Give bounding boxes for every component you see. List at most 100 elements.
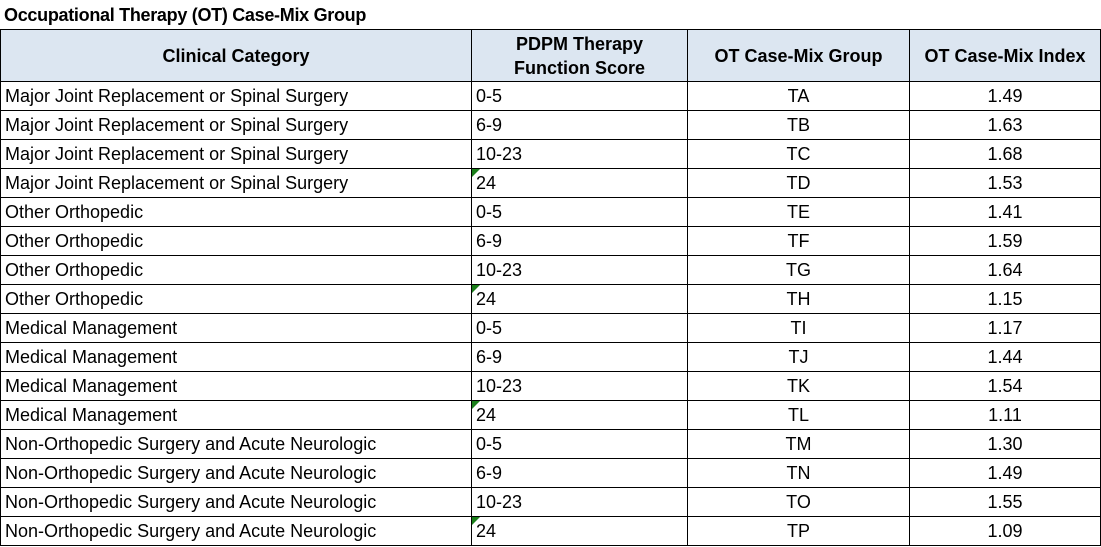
cell-clinical-category[interactable]: Non-Orthopedic Surgery and Acute Neurolo… <box>0 487 472 517</box>
cell-clinical-category[interactable]: Medical Management <box>0 371 472 401</box>
cell-therapy-function-score[interactable]: 24 <box>471 168 688 198</box>
cell-therapy-function-score-value: 0-5 <box>476 202 503 222</box>
cell-therapy-function-score[interactable]: 6-9 <box>471 342 688 372</box>
table-row: Medical Management 0-5 TI 1.17 <box>0 313 1101 343</box>
cell-therapy-function-score-value: 10-23 <box>476 144 523 164</box>
cell-clinical-category[interactable]: Medical Management <box>0 342 472 372</box>
cell-therapy-function-score[interactable]: 24 <box>471 516 688 546</box>
cell-therapy-function-score[interactable]: 0-5 <box>471 197 688 227</box>
number-as-text-indicator-icon <box>472 401 480 409</box>
cell-ot-case-mix-group[interactable]: TG <box>687 255 910 285</box>
cell-clinical-category[interactable]: Other Orthopedic <box>0 197 472 227</box>
cell-ot-case-mix-group[interactable]: TL <box>687 400 910 430</box>
table-row: Non-Orthopedic Surgery and Acute Neurolo… <box>0 458 1101 488</box>
cell-clinical-category[interactable]: Non-Orthopedic Surgery and Acute Neurolo… <box>0 429 472 459</box>
cell-therapy-function-score-value: 24 <box>476 521 497 541</box>
cell-ot-case-mix-index[interactable]: 1.68 <box>909 139 1101 169</box>
cell-ot-case-mix-group[interactable]: TJ <box>687 342 910 372</box>
cell-clinical-category[interactable]: Major Joint Replacement or Spinal Surger… <box>0 168 472 198</box>
cell-ot-case-mix-index[interactable]: 1.53 <box>909 168 1101 198</box>
header-ot-case-mix-group[interactable]: OT Case-Mix Group <box>687 29 910 82</box>
cell-ot-case-mix-index[interactable]: 1.59 <box>909 226 1101 256</box>
number-as-text-indicator-icon <box>472 285 480 293</box>
cell-clinical-category[interactable]: Non-Orthopedic Surgery and Acute Neurolo… <box>0 458 472 488</box>
cell-clinical-category[interactable]: Medical Management <box>0 313 472 343</box>
cell-ot-case-mix-group[interactable]: TH <box>687 284 910 314</box>
cell-therapy-function-score[interactable]: 24 <box>471 284 688 314</box>
table-row: Other Orthopedic 24 TH 1.15 <box>0 284 1101 314</box>
cell-therapy-function-score-value: 6-9 <box>476 115 503 135</box>
cell-clinical-category[interactable]: Other Orthopedic <box>0 284 472 314</box>
table-row: Major Joint Replacement or Spinal Surger… <box>0 110 1101 140</box>
cell-therapy-function-score[interactable]: 6-9 <box>471 458 688 488</box>
cell-clinical-category[interactable]: Major Joint Replacement or Spinal Surger… <box>0 110 472 140</box>
table-row: Other Orthopedic 6-9 TF 1.59 <box>0 226 1101 256</box>
cell-ot-case-mix-index[interactable]: 1.64 <box>909 255 1101 285</box>
cell-ot-case-mix-group[interactable]: TD <box>687 168 910 198</box>
sheet-title: Occupational Therapy (OT) Case-Mix Group <box>4 5 367 25</box>
cell-clinical-category[interactable]: Major Joint Replacement or Spinal Surger… <box>0 81 472 111</box>
cell-ot-case-mix-index[interactable]: 1.09 <box>909 516 1101 546</box>
table-row: Other Orthopedic 0-5 TE 1.41 <box>0 197 1101 227</box>
header-therapy-function-score[interactable]: PDPM Therapy Function Score <box>471 29 688 82</box>
table-row: Other Orthopedic 10-23 TG 1.64 <box>0 255 1101 285</box>
cell-ot-case-mix-group[interactable]: TN <box>687 458 910 488</box>
cell-therapy-function-score-value: 24 <box>476 289 497 309</box>
cell-therapy-function-score[interactable]: 10-23 <box>471 255 688 285</box>
cell-therapy-function-score[interactable]: 0-5 <box>471 313 688 343</box>
header-row: Clinical Category PDPM Therapy Function … <box>0 29 1101 82</box>
cell-ot-case-mix-group[interactable]: TE <box>687 197 910 227</box>
cell-therapy-function-score[interactable]: 24 <box>471 400 688 430</box>
table-row: Medical Management 24 TL 1.11 <box>0 400 1101 430</box>
cell-clinical-category[interactable]: Non-Orthopedic Surgery and Acute Neurolo… <box>0 516 472 546</box>
cell-therapy-function-score[interactable]: 0-5 <box>471 429 688 459</box>
cell-ot-case-mix-group[interactable]: TA <box>687 81 910 111</box>
cell-ot-case-mix-group[interactable]: TF <box>687 226 910 256</box>
cell-ot-case-mix-group[interactable]: TB <box>687 110 910 140</box>
cell-therapy-function-score-value: 6-9 <box>476 347 503 367</box>
cell-therapy-function-score[interactable]: 10-23 <box>471 487 688 517</box>
cell-ot-case-mix-group[interactable]: TK <box>687 371 910 401</box>
cell-therapy-function-score[interactable]: 10-23 <box>471 371 688 401</box>
cell-clinical-category[interactable]: Medical Management <box>0 400 472 430</box>
cell-ot-case-mix-index[interactable]: 1.49 <box>909 458 1101 488</box>
cell-therapy-function-score-value: 0-5 <box>476 86 503 106</box>
cell-ot-case-mix-group[interactable]: TC <box>687 139 910 169</box>
cell-ot-case-mix-index[interactable]: 1.15 <box>909 284 1101 314</box>
table-row: Non-Orthopedic Surgery and Acute Neurolo… <box>0 429 1101 459</box>
cell-ot-case-mix-index[interactable]: 1.54 <box>909 371 1101 401</box>
cell-ot-case-mix-group[interactable]: TP <box>687 516 910 546</box>
cell-ot-case-mix-index[interactable]: 1.49 <box>909 81 1101 111</box>
cell-clinical-category[interactable]: Other Orthopedic <box>0 255 472 285</box>
cell-therapy-function-score-value: 24 <box>476 405 497 425</box>
cell-therapy-function-score[interactable]: 10-23 <box>471 139 688 169</box>
ot-case-mix-table: Clinical Category PDPM Therapy Function … <box>0 29 1101 546</box>
table-row: Medical Management 6-9 TJ 1.44 <box>0 342 1101 372</box>
cell-therapy-function-score[interactable]: 6-9 <box>471 226 688 256</box>
header-clinical-category[interactable]: Clinical Category <box>0 29 472 82</box>
cell-ot-case-mix-index[interactable]: 1.63 <box>909 110 1101 140</box>
cell-clinical-category[interactable]: Major Joint Replacement or Spinal Surger… <box>0 139 472 169</box>
cell-clinical-category[interactable]: Other Orthopedic <box>0 226 472 256</box>
header-therapy-function-score-label: PDPM Therapy Function Score <box>513 33 645 78</box>
cell-ot-case-mix-index[interactable]: 1.30 <box>909 429 1101 459</box>
cell-therapy-function-score-value: 0-5 <box>476 318 503 338</box>
cell-therapy-function-score-value: 0-5 <box>476 434 503 454</box>
cell-ot-case-mix-index[interactable]: 1.41 <box>909 197 1101 227</box>
cell-ot-case-mix-index[interactable]: 1.55 <box>909 487 1101 517</box>
cell-therapy-function-score-value: 10-23 <box>476 376 523 396</box>
table-row: Medical Management 10-23 TK 1.54 <box>0 371 1101 401</box>
cell-ot-case-mix-index[interactable]: 1.17 <box>909 313 1101 343</box>
cell-therapy-function-score-value: 24 <box>476 173 497 193</box>
table-body: Major Joint Replacement or Spinal Surger… <box>0 81 1101 546</box>
table-row: Major Joint Replacement or Spinal Surger… <box>0 81 1101 111</box>
cell-ot-case-mix-group[interactable]: TI <box>687 313 910 343</box>
cell-therapy-function-score[interactable]: 0-5 <box>471 81 688 111</box>
cell-therapy-function-score[interactable]: 6-9 <box>471 110 688 140</box>
cell-ot-case-mix-index[interactable]: 1.11 <box>909 400 1101 430</box>
header-ot-case-mix-index[interactable]: OT Case-Mix Index <box>909 29 1101 82</box>
cell-therapy-function-score-value: 10-23 <box>476 492 523 512</box>
cell-ot-case-mix-index[interactable]: 1.44 <box>909 342 1101 372</box>
cell-ot-case-mix-group[interactable]: TO <box>687 487 910 517</box>
cell-ot-case-mix-group[interactable]: TM <box>687 429 910 459</box>
